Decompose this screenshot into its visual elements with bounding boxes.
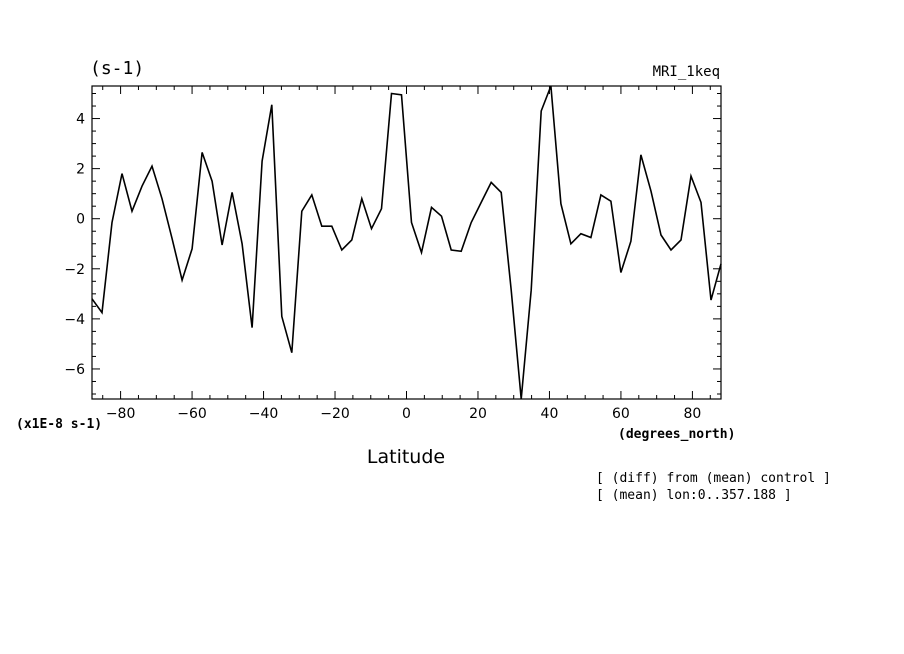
y-tick-label: 2 xyxy=(76,162,85,178)
annotation-mean: [ (mean) lon:0..357.188 ] xyxy=(596,488,792,503)
axis-ticks xyxy=(92,86,721,399)
series-line xyxy=(91,85,722,400)
y-tick-label: 4 xyxy=(76,112,85,128)
x-tick-labels: −80 −60 −40 −20 0 20 40 60 80 xyxy=(106,406,702,422)
plot-area xyxy=(91,85,722,400)
y-tick-label: −2 xyxy=(64,262,85,278)
x-tick-label: 20 xyxy=(469,406,487,422)
x-tick-label: 60 xyxy=(612,406,630,422)
units-label: (s-1) xyxy=(90,58,144,79)
annotation-diff: [ (diff) from (mean) control ] xyxy=(596,471,831,486)
y-tick-label: 0 xyxy=(76,212,85,228)
y-tick-labels: −6 −4 −2 0 2 4 xyxy=(64,112,85,378)
x-tick-label: −20 xyxy=(320,406,350,422)
y-scale-label: (x1E-8 s-1) xyxy=(16,417,102,432)
x-units-label: (degrees_north) xyxy=(618,427,735,442)
y-tick-label: −6 xyxy=(64,362,85,378)
x-tick-label: −80 xyxy=(106,406,136,422)
plot-frame xyxy=(91,85,722,400)
y-tick-label: −4 xyxy=(64,312,85,328)
x-tick-label: −60 xyxy=(177,406,207,422)
x-tick-label: −40 xyxy=(249,406,279,422)
x-tick-label: 0 xyxy=(402,406,411,422)
x-tick-label: 80 xyxy=(683,406,701,422)
model-label: MRI_1keq xyxy=(653,64,720,80)
x-axis-title: Latitude xyxy=(367,446,445,468)
x-tick-label: 40 xyxy=(541,406,559,422)
